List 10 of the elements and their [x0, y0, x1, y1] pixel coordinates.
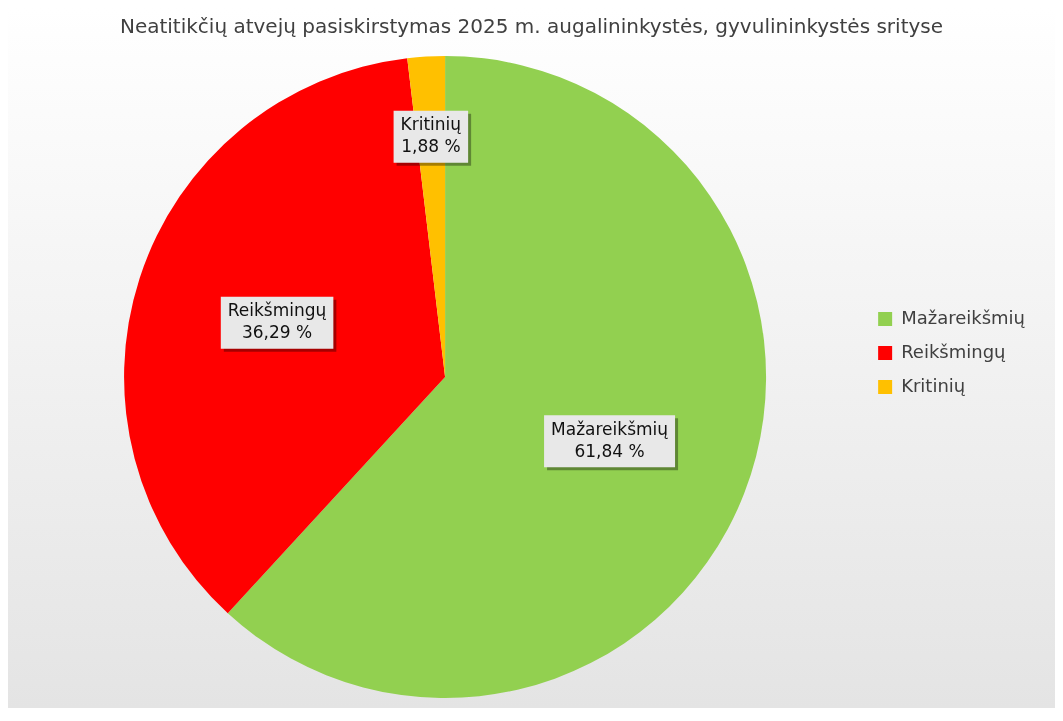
slice-label: Kritinių: [400, 114, 462, 135]
data-label: 1,88 %: [401, 136, 461, 157]
slice-label: Reikšmingų: [227, 300, 327, 321]
data-label: 36,29 %: [241, 322, 313, 343]
legend-label: Kritinių: [901, 374, 966, 396]
chart-title: Neatitikčių atvejų pasiskirstymas 2025 m. augalininkystės, gyvulininkystės srityse: [119, 14, 944, 39]
data-label: 61,84 %: [574, 440, 645, 461]
legend-label: Reikšmingų: [901, 340, 1007, 362]
legend-label: Mažareikšmių: [901, 306, 1026, 328]
slice-label: Mažareikšmių: [551, 418, 669, 439]
